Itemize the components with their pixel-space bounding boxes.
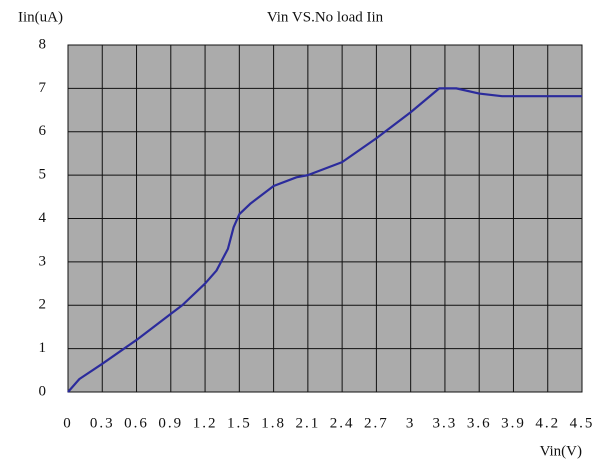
x-tick-label: 1.2 [193,415,218,431]
x-tick-label: 4.5 [570,415,595,431]
x-axis-label: Vin(V) [540,443,582,459]
y-tick-label: 4 [39,210,47,226]
y-tick-label: 8 [39,36,47,52]
x-tick-label: 2.4 [330,415,355,431]
x-tick-label: 4.2 [535,415,560,431]
x-tick-label: 0.3 [90,415,115,431]
x-tick-label: 0.9 [158,415,183,431]
y-tick-label: 3 [39,253,47,269]
x-tick-label: 2.1 [295,415,320,431]
chart-title: Vin VS.No load Iin [267,9,384,25]
x-tick-label: 3 [406,415,416,431]
y-tick-label: 2 [39,297,47,313]
y-tick-label: 1 [39,340,47,356]
y-tick-label: 0 [39,383,47,399]
y-tick-label: 5 [39,167,47,183]
y-tick-label: 6 [39,123,47,139]
x-tick-label: 2.7 [364,415,389,431]
x-tick-label: 3.6 [467,415,492,431]
x-tick-label: 1.5 [227,415,252,431]
data-line [67,87,582,393]
x-tick-label: 1.8 [261,415,286,431]
x-tick-label: 0 [63,415,73,431]
x-tick-label: 3.9 [501,415,526,431]
y-tick-label: 7 [39,80,47,96]
y-axis-label: Iin(uA) [18,9,63,25]
x-tick-label: 3.3 [433,415,458,431]
x-tick-label: 0.6 [124,415,149,431]
